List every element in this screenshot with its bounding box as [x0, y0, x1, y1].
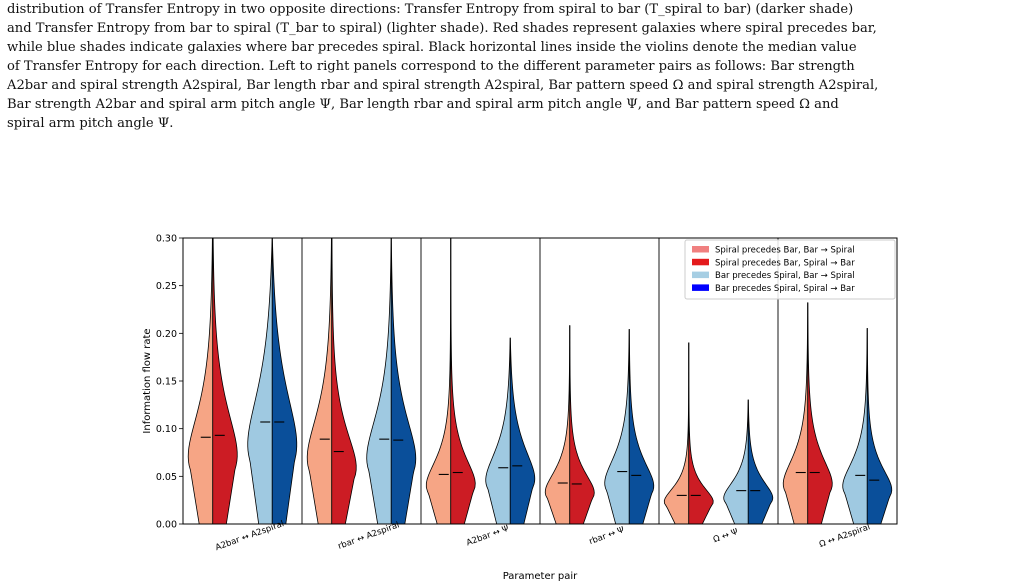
y-axis: 0.00 0.05 0.10 0.15 0.20 0.25 0.30	[156, 234, 183, 531]
legend-label: Bar precedes Spiral, Bar → Spiral	[715, 271, 855, 281]
violin-half-dark	[569, 325, 595, 524]
violin-half-light	[306, 238, 333, 524]
y-tick-label: 0.10	[156, 424, 177, 435]
caption-line: spiral arm pitch angle Ψ.	[7, 116, 174, 131]
y-tick-label: 0.05	[156, 472, 177, 483]
violin-half-dark	[688, 342, 714, 524]
caption-line: distribution of Transfer Entropy in two …	[7, 2, 854, 17]
legend-swatch	[692, 284, 709, 291]
violin-half-light	[842, 328, 868, 524]
x-tick-label: Ω ↔ A2spiral	[818, 522, 872, 550]
violin-half-dark	[450, 238, 476, 524]
legend-label: Spiral precedes Bar, Bar → Spiral	[715, 246, 855, 256]
y-tick-label: 0.25	[156, 281, 177, 292]
violin-half-dark	[509, 337, 536, 524]
violin-half-light	[187, 238, 214, 524]
legend-box	[684, 239, 896, 300]
violin-half-dark	[628, 329, 655, 524]
violin-half-dark	[212, 238, 238, 524]
y-tick-label: 0.30	[156, 234, 177, 245]
violin-half-dark	[866, 328, 893, 524]
legend: Spiral precedes Bar, Bar → Spiral Spiral …	[684, 239, 896, 300]
violin-half-light	[366, 238, 392, 524]
violin-layer	[187, 238, 893, 524]
x-tick-label: A2bar ↔ Ψ	[465, 524, 511, 549]
legend-label: Bar precedes Spiral, Spiral → Bar	[715, 284, 855, 294]
caption-line: Bar strength A2bar and spiral arm pitch …	[7, 97, 839, 112]
violin-half-dark	[271, 238, 298, 524]
caption-line: A2bar and spiral strength A2spiral, Bar …	[7, 78, 879, 93]
violin-half-dark	[747, 399, 774, 524]
violin-half-light	[247, 238, 273, 524]
violin-half-dark	[331, 238, 357, 524]
caption-line: of Transfer Entropy for each direction. …	[7, 59, 855, 74]
y-axis-label: Information flow rate	[142, 328, 153, 433]
caption-line: while blue shades indicate galaxies wher…	[7, 40, 857, 55]
legend-swatch	[692, 258, 709, 266]
x-tick-label: rbar ↔ Ψ	[588, 525, 626, 547]
x-axis-label: Parameter pair	[503, 571, 578, 582]
violin-half-light	[723, 399, 749, 524]
y-tick-label: 0.00	[156, 520, 177, 531]
violin-half-light	[604, 329, 630, 524]
figure-caption: distribution of Transfer Entropy in two …	[7, 0, 1027, 133]
violin-half-dark	[390, 238, 417, 524]
legend-swatch	[692, 246, 709, 253]
y-tick-label: 0.15	[156, 377, 177, 388]
x-tick-label: Ω ↔ Ψ	[712, 527, 740, 545]
violin-half-light	[544, 325, 571, 524]
median-layer	[200, 421, 880, 496]
violin-half-light	[782, 302, 809, 524]
violin-half-light	[485, 337, 511, 524]
legend-swatch	[692, 271, 709, 279]
y-tick-label: 0.20	[156, 329, 177, 340]
violin-half-light	[425, 238, 452, 524]
violin-half-dark	[807, 302, 833, 524]
legend-label: Spiral precedes Bar, Spiral → Bar	[715, 258, 855, 268]
caption-line: and Transfer Entropy from bar to spiral …	[7, 21, 877, 36]
violin-half-light	[663, 342, 690, 524]
x-tick-label: rbar ↔ A2spiral	[337, 520, 401, 551]
